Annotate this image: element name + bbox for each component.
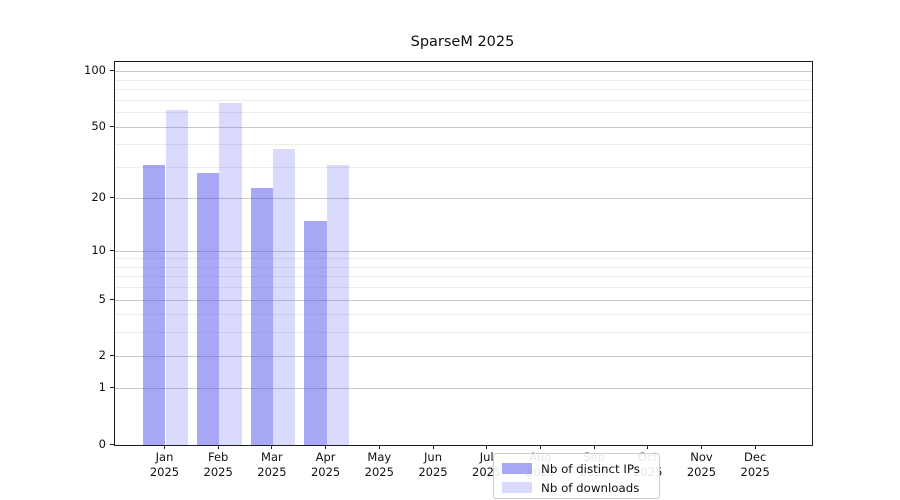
month-name: Dec — [744, 450, 767, 464]
gridline-minor-6 — [115, 287, 812, 289]
y-axis-tick-label-5: 5 — [98, 291, 106, 306]
gridline-minor-4 — [115, 314, 812, 316]
bar-feb-nb-of-downloads — [219, 102, 242, 445]
chart-title: SparseM 2025 — [410, 34, 515, 50]
gridline-major-50 — [115, 126, 812, 128]
legend-row-distinct-ips: Nb of distinct IPs — [502, 460, 651, 477]
month-year: 2025 — [149, 464, 180, 479]
gridline-major-1 — [115, 388, 812, 390]
month-year: 2025 — [257, 464, 287, 479]
x-axis-month-label-feb: Feb 2025 — [187, 450, 249, 479]
legend-swatch-downloads — [502, 482, 532, 493]
gridline-major-10 — [115, 250, 812, 252]
bar-apr-nb-of-distinct-ips — [304, 220, 327, 445]
month-name: Nov — [690, 450, 713, 464]
y-axis-tick-mark-50 — [110, 125, 114, 127]
x-axis-tick-mark-oct — [647, 445, 649, 449]
gridline-minor-9 — [115, 258, 812, 260]
bar-mar-nb-of-distinct-ips — [250, 188, 273, 445]
legend: Nb of distinct IPs Nb of downloads — [493, 453, 660, 499]
bar-apr-nb-of-downloads — [326, 164, 349, 445]
y-axis-tick-mark-1 — [110, 387, 114, 389]
month-name: Mar — [261, 450, 283, 464]
y-axis-tick-label-50: 50 — [91, 118, 106, 133]
gridline-minor-80 — [115, 89, 812, 91]
gridline-minor-8 — [115, 266, 812, 268]
gridline-minor-70 — [115, 99, 812, 101]
x-axis-tick-mark-feb — [217, 445, 219, 449]
gridline-minor-90 — [115, 79, 812, 81]
x-axis-tick-mark-apr — [325, 445, 327, 449]
legend-label-distinct-ips: Nb of distinct IPs — [541, 461, 640, 476]
month-year: 2025 — [418, 464, 448, 479]
x-axis-month-label-may: May 2025 — [348, 450, 410, 479]
x-axis-month-label-mar: Mar 2025 — [241, 450, 303, 479]
y-axis-tick-label-100: 100 — [84, 63, 106, 78]
gridline-major-100 — [115, 71, 812, 73]
y-axis-tick-mark-20 — [110, 197, 114, 199]
y-axis-tick-label-1: 1 — [98, 380, 106, 395]
gridline-major-2 — [115, 355, 812, 357]
gridline-minor-60 — [115, 112, 812, 114]
x-axis-tick-mark-jun — [432, 445, 434, 449]
gridline-minor-3 — [115, 332, 812, 334]
x-axis-month-label-nov: Nov 2025 — [671, 450, 733, 479]
y-axis-tick-label-2: 2 — [98, 347, 106, 362]
bar-jan-nb-of-distinct-ips — [143, 164, 166, 445]
x-axis-tick-mark-sep — [593, 445, 595, 449]
plot-area: Nb of distinct IPs Nb of downloads — [114, 61, 813, 499]
y-axis-tick-mark-10 — [110, 249, 114, 251]
month-year: 2025 — [740, 464, 770, 479]
x-axis-month-label-jun: Jun 2025 — [402, 450, 464, 479]
y-axis-tick-mark-100 — [110, 70, 114, 72]
y-axis-tick-mark-2 — [110, 354, 114, 356]
x-axis-tick-mark-nov — [701, 445, 702, 449]
month-name: Jul — [479, 450, 494, 464]
y-axis-tick-label-10: 10 — [91, 242, 106, 257]
month-name: May — [367, 450, 392, 464]
x-axis-month-label-apr: Apr 2025 — [295, 450, 357, 479]
legend-swatch-distinct-ips — [502, 463, 532, 474]
gridline-major-20 — [115, 198, 812, 200]
x-axis-month-label-jan: Jan 2025 — [134, 450, 196, 479]
gridline-minor-40 — [115, 144, 812, 146]
gridline-minor-7 — [115, 276, 812, 278]
gridline-major-5 — [115, 299, 812, 301]
month-name: Jan — [155, 450, 174, 464]
bar-mar-nb-of-downloads — [272, 148, 296, 445]
legend-row-downloads: Nb of downloads — [502, 479, 651, 496]
month-name: Apr — [315, 450, 336, 464]
y-axis-tick-label-20: 20 — [91, 190, 106, 205]
x-axis-month-label-dec: Dec 2025 — [724, 450, 786, 479]
x-axis-tick-mark-jul — [486, 445, 488, 449]
x-axis-tick-mark-mar — [271, 445, 273, 449]
x-axis-tick-mark-dec — [754, 445, 756, 449]
month-name: Jun — [424, 450, 442, 464]
x-axis-tick-mark-aug — [539, 445, 541, 449]
x-axis-tick-mark-may — [378, 445, 380, 449]
month-year: 2025 — [203, 464, 233, 479]
bar-jan-nb-of-downloads — [165, 109, 188, 445]
y-axis-tick-mark-5 — [110, 298, 114, 300]
month-name: Feb — [208, 450, 229, 464]
legend-label-downloads: Nb of downloads — [541, 480, 640, 495]
y-axis-tick-label-0: 0 — [98, 436, 106, 451]
month-year: 2025 — [686, 464, 717, 479]
gridline-minor-30 — [115, 166, 812, 168]
month-year: 2025 — [310, 464, 341, 479]
month-year: 2025 — [364, 464, 394, 479]
x-axis-tick-mark-jan — [164, 445, 165, 449]
bar-feb-nb-of-distinct-ips — [196, 172, 220, 445]
y-axis-tick-mark-0 — [110, 443, 114, 445]
